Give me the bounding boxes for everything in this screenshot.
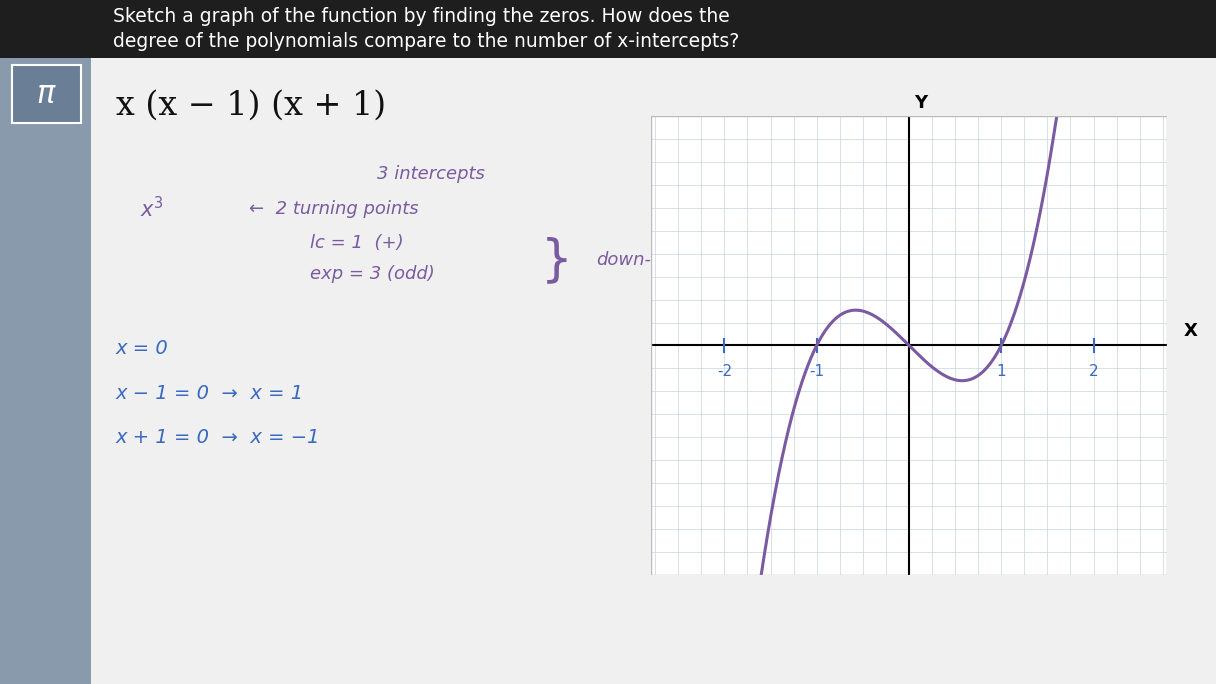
Text: lc = 1  (+): lc = 1 (+) bbox=[310, 234, 404, 252]
Text: Sketch a graph of the function by finding the zeros. How does the: Sketch a graph of the function by findin… bbox=[113, 8, 730, 26]
Text: degree of the polynomials compare to the number of x-intercepts?: degree of the polynomials compare to the… bbox=[113, 32, 739, 51]
Text: x (x − 1) (x + 1): x (x − 1) (x + 1) bbox=[116, 90, 385, 122]
Text: x + 1 = 0  →  x = −1: x + 1 = 0 → x = −1 bbox=[116, 428, 320, 447]
Text: x = 0: x = 0 bbox=[116, 339, 168, 358]
Text: }: } bbox=[541, 236, 573, 284]
Text: 2: 2 bbox=[1088, 364, 1098, 379]
Text: ←  2 turning points: ← 2 turning points bbox=[249, 200, 418, 218]
Text: Y: Y bbox=[914, 94, 928, 112]
Text: 3 intercepts: 3 intercepts bbox=[377, 166, 485, 183]
Text: $\pi$: $\pi$ bbox=[36, 79, 57, 109]
Text: -2: -2 bbox=[716, 364, 732, 379]
Text: down-up: down-up bbox=[596, 251, 674, 269]
Text: -1: -1 bbox=[809, 364, 824, 379]
Text: x − 1 = 0  →  x = 1: x − 1 = 0 → x = 1 bbox=[116, 384, 304, 403]
Bar bbox=[0, 0, 1216, 58]
Bar bbox=[651, 116, 1167, 575]
Text: exp = 3 (odd): exp = 3 (odd) bbox=[310, 265, 435, 282]
Text: 1: 1 bbox=[996, 364, 1006, 379]
Bar bbox=[0, 58, 91, 684]
Text: X: X bbox=[1183, 322, 1198, 340]
Bar bbox=[12, 65, 81, 123]
Text: $x^3$: $x^3$ bbox=[140, 196, 164, 221]
